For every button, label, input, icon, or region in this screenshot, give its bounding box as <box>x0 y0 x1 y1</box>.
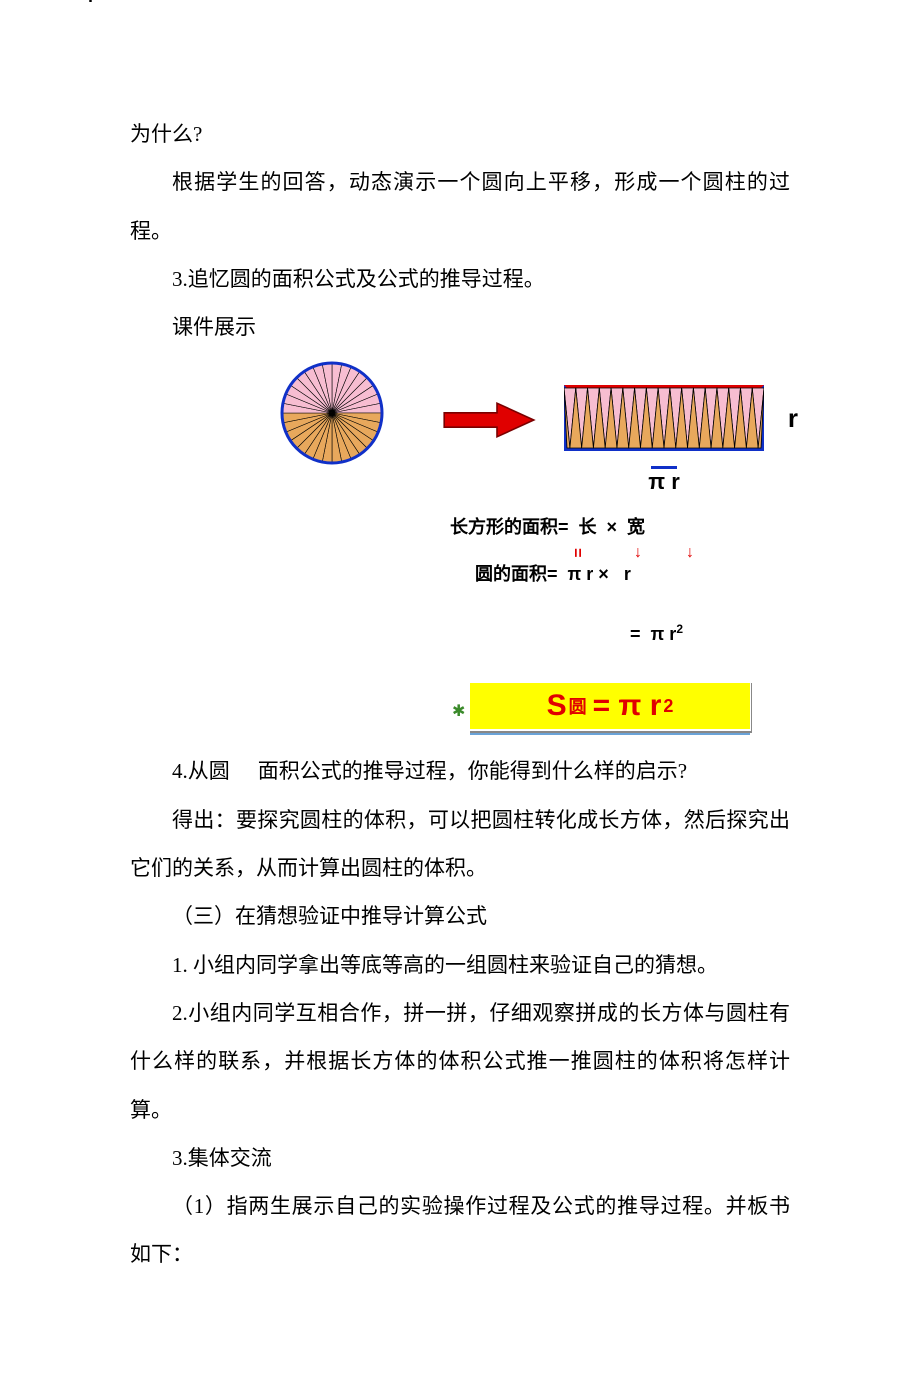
result-s: S <box>547 689 567 723</box>
result-mid: = π r <box>593 689 662 723</box>
paragraph: （1）指两生展示自己的实验操作过程及公式的推导过程。并板书如下： <box>130 1182 790 1279</box>
formula-simplified-text: = π r <box>630 624 676 644</box>
radius-label-right: r <box>788 403 798 434</box>
formula-derivation: 长方形的面积= 长 × 宽 = ↓ ↓ 圆的面积= π r × r = π r2 <box>450 513 800 677</box>
paragraph: 2.小组内同学互相合作，拼一拼，仔细观察拼成的长方体与圆柱有什么样的联系，并根据… <box>130 989 790 1134</box>
circle-to-rectangle-diagram: r r π r 长方形的面积= 长 × 宽 <box>220 355 800 729</box>
paragraph: 1. 小组内同学拿出等底等高的一组圆柱来验证自己的猜想。 <box>130 941 790 989</box>
sectored-circle <box>280 361 384 465</box>
star-icon: ✱ <box>452 701 465 721</box>
formula-rectangle-area: 长方形的面积= 长 × 宽 <box>450 513 800 542</box>
rearranged-rectangle: r π r <box>564 385 764 451</box>
paragraph: 为什么? <box>130 110 790 158</box>
paragraph: 4.从圆 面积公式的推导过程，你能得到什么样的启示? <box>130 747 790 795</box>
formula-sup: 2 <box>676 622 683 636</box>
paragraph: （三）在猜想验证中推导计算公式 <box>130 892 790 940</box>
paragraph: 3.集体交流 <box>130 1134 790 1182</box>
result-sup: 2 <box>663 696 673 717</box>
text-fragment: 4.从圆 <box>172 759 230 783</box>
pi-r-label: π r <box>564 469 764 495</box>
result-formula-box: ✱ S圆 = π r2 <box>470 683 750 729</box>
radius-label-top: r <box>88 0 95 7</box>
result-sub: 圆 <box>569 693 587 719</box>
paragraph: 得出：要探究圆柱的体积，可以把圆柱转化成长方体，然后探究出它们的关系，从而计算出… <box>130 796 790 893</box>
equals-vertical-icon: = <box>564 548 590 557</box>
down-arrow-icon: ↓ <box>634 540 642 566</box>
paragraph: 根据学生的回答，动态演示一个圆向上平移，形成一个圆柱的过程。 <box>130 158 790 255</box>
paragraph: 3.追忆圆的面积公式及公式的推导过程。 <box>130 255 790 303</box>
text-fragment: 面积公式的推导过程，你能得到什么样的启示? <box>258 759 687 783</box>
down-arrow-icon: ↓ <box>686 540 694 566</box>
formula-simplified: = π r2 <box>590 591 800 677</box>
arrow-icon <box>424 399 554 441</box>
formula-circle-area: 圆的面积= π r × r <box>450 560 800 589</box>
paragraph: 课件展示 <box>130 303 790 351</box>
under-bar <box>470 733 750 735</box>
